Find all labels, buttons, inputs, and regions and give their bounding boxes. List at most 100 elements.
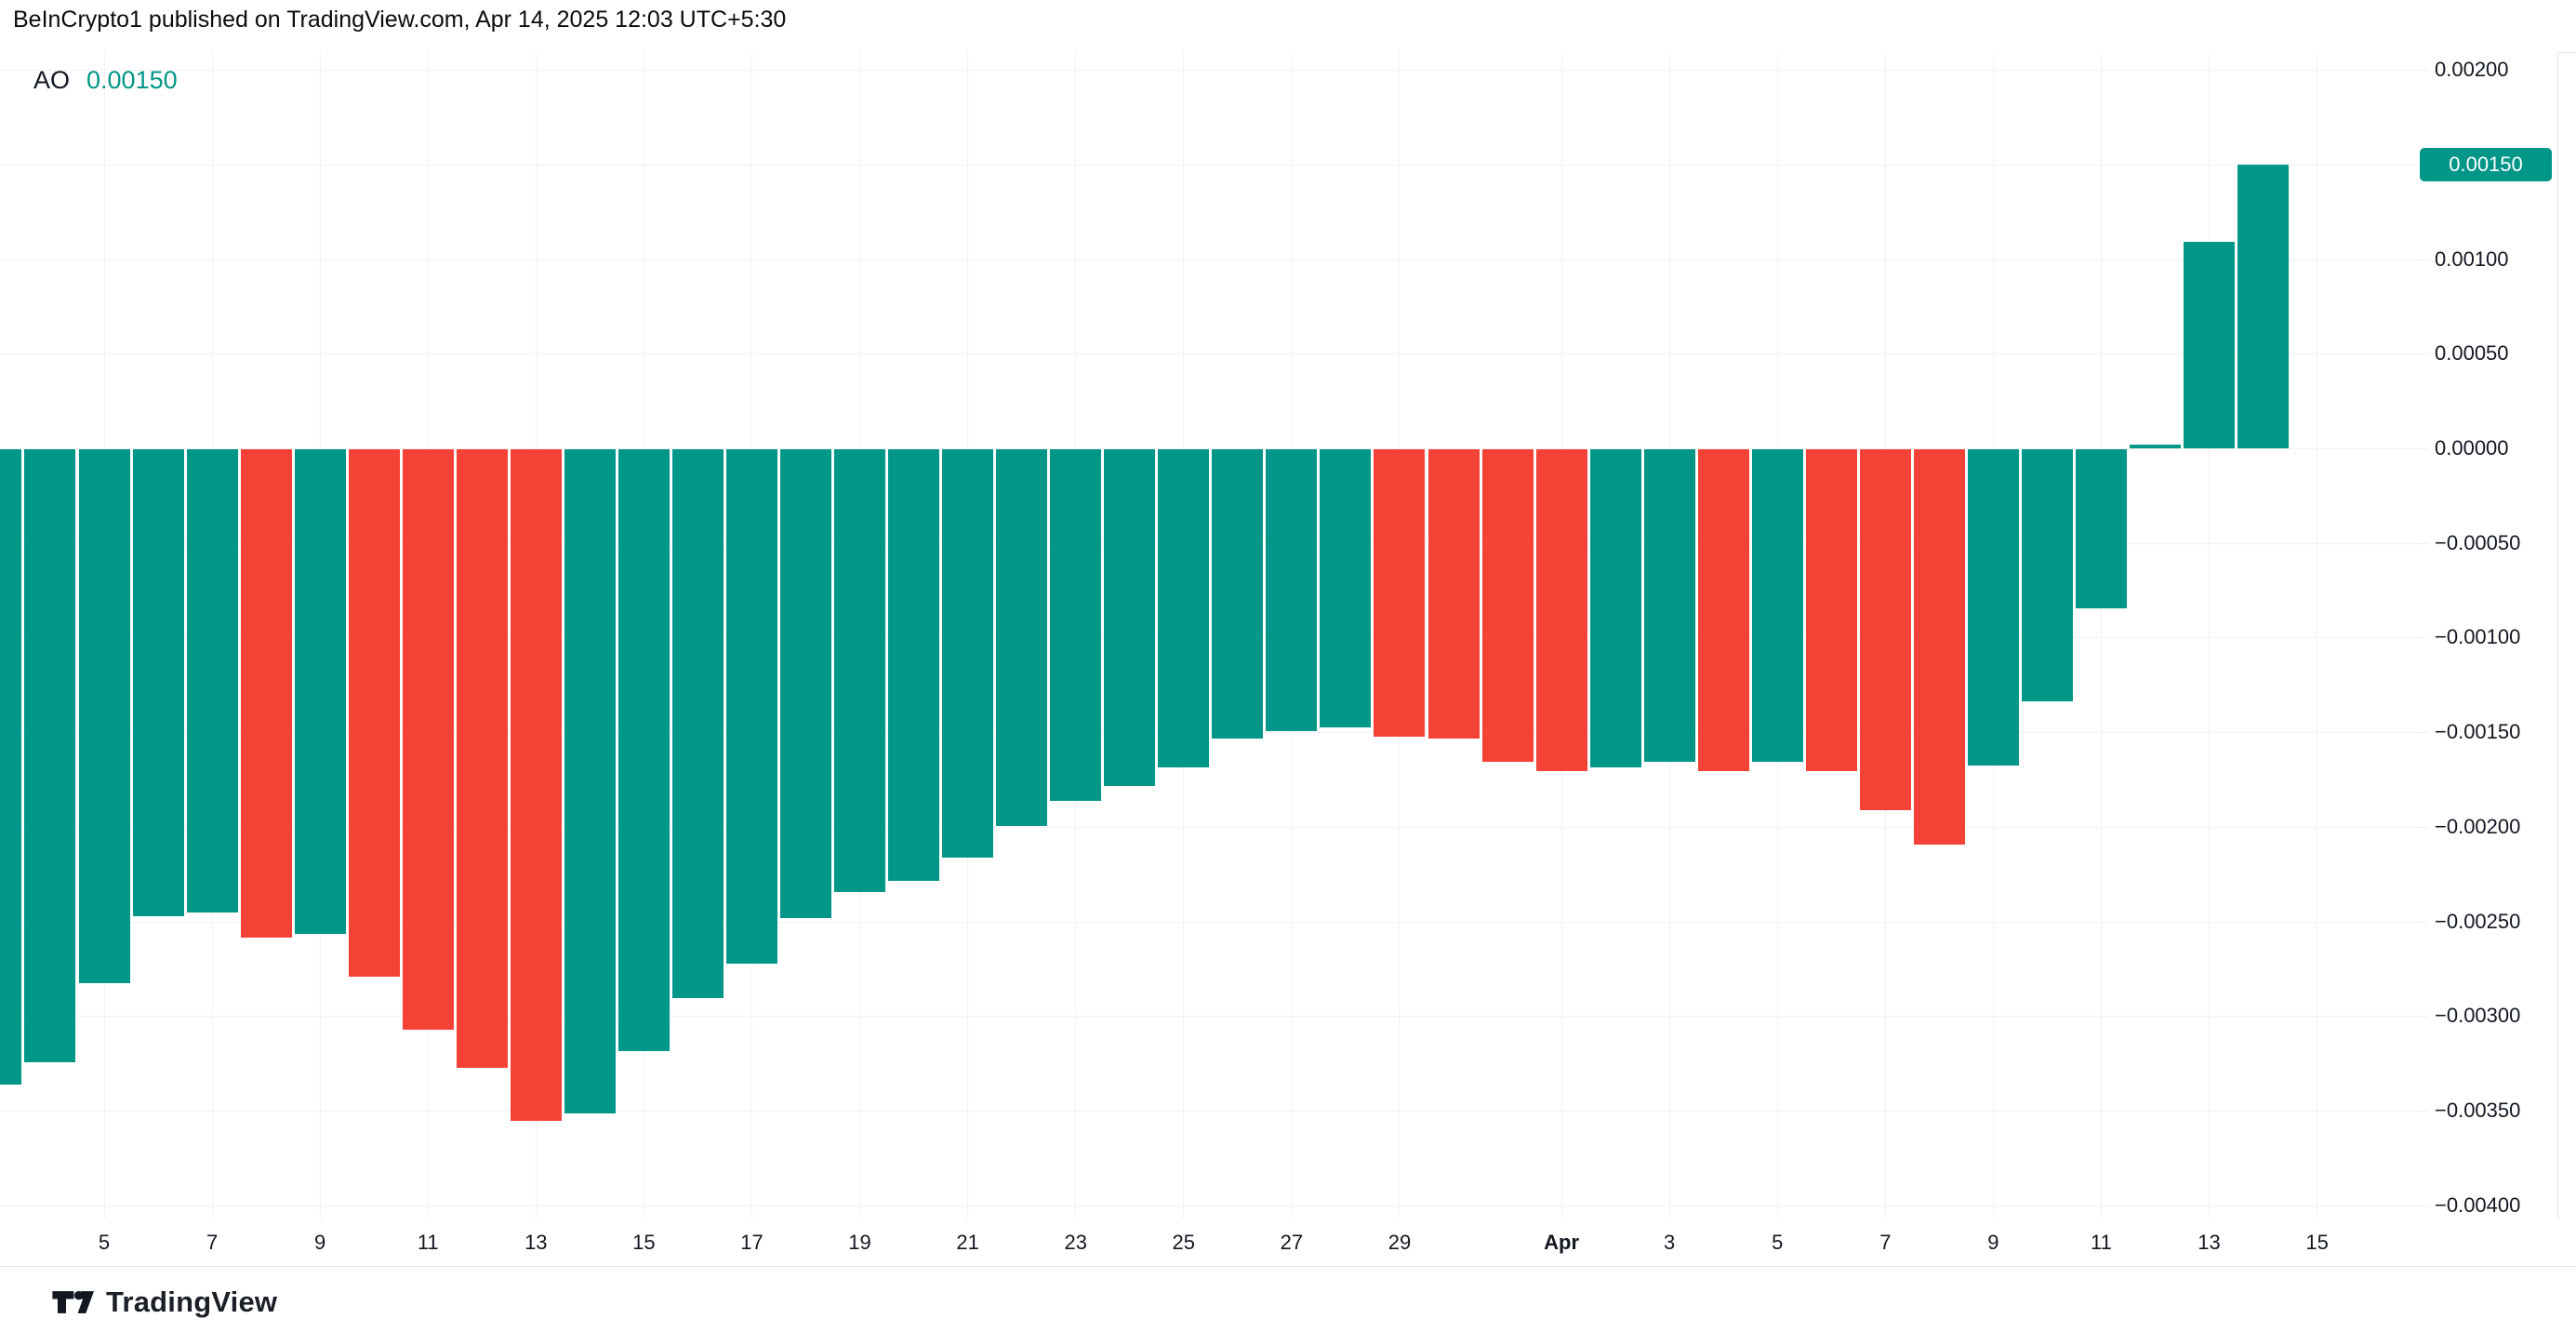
last-value-badge: 0.00150 — [2420, 147, 2552, 181]
ao-histogram-bar — [1212, 449, 1264, 739]
price-axis-label: −0.00200 — [2435, 814, 2521, 838]
time-axis[interactable]: 5 7 9 11 13 15 17 19 21 23 25 27 29 Apr 3 5 7 9 11 13 15 — [0, 1219, 2576, 1266]
time-axis-label: 11 — [417, 1231, 439, 1254]
ao-histogram-bar — [1859, 449, 1911, 811]
gridline-horizontal — [0, 826, 2418, 828]
ao-histogram-bar — [2184, 242, 2236, 448]
price-axis-tick — [2418, 1205, 2428, 1206]
time-axis-label: 11 — [2091, 1231, 2112, 1254]
gridline-horizontal — [0, 448, 2418, 449]
ao-histogram-bar — [132, 449, 184, 917]
price-axis-label: −0.00050 — [2435, 530, 2521, 554]
ao-histogram-plot-area[interactable] — [0, 52, 2418, 1219]
time-axis-label: 27 — [1280, 1231, 1304, 1254]
ao-histogram-bar — [1050, 449, 1102, 802]
price-axis-label: −0.00150 — [2435, 720, 2521, 744]
time-axis-label: 25 — [1172, 1231, 1196, 1254]
ao-histogram-bar — [348, 449, 400, 978]
ao-histogram-bar — [888, 449, 940, 881]
ao-histogram-bar — [186, 449, 238, 913]
price-axis-tick — [2418, 542, 2428, 544]
time-axis-label: 13 — [524, 1231, 548, 1254]
price-axis-tick — [2418, 1016, 2428, 1018]
time-axis-label: 15 — [632, 1231, 656, 1254]
ao-histogram-bar — [78, 449, 130, 983]
price-axis-label: −0.00250 — [2435, 909, 2521, 933]
gridline-horizontal — [0, 921, 2418, 923]
time-axis-label: 5 — [98, 1231, 111, 1254]
ao-histogram-bar — [2021, 449, 2073, 701]
price-axis[interactable]: 0.00200 0.00150 0.00100 0.00050 0.00000 −0.00… — [2418, 52, 2557, 1219]
ao-histogram-bar — [0, 449, 22, 1086]
ao-histogram-bar — [996, 449, 1048, 826]
price-axis-tick — [2418, 921, 2428, 923]
tradingview-logo-icon — [52, 1290, 94, 1313]
gridline-vertical — [2100, 52, 2102, 1219]
price-axis-label: 0.00100 — [2435, 246, 2509, 271]
attribution-text: BeInCrypto1 published on TradingView.com… — [13, 7, 787, 33]
attribution-header: BeInCrypto1 published on TradingView.com… — [0, 0, 2576, 52]
indicator-value: 0.00150 — [86, 65, 178, 94]
gridline-vertical — [2209, 52, 2211, 1219]
ao-histogram-bar — [1320, 449, 1372, 727]
time-axis-label: 21 — [956, 1231, 979, 1254]
ao-histogram-bar — [1266, 449, 1318, 732]
gridline-horizontal — [0, 70, 2418, 72]
ao-histogram-bar — [510, 449, 562, 1122]
time-axis-label: 15 — [2305, 1231, 2329, 1254]
price-axis-tick — [2418, 353, 2428, 355]
ao-histogram-bar — [564, 449, 616, 1113]
price-axis-label: 0.00200 — [2435, 58, 2509, 82]
price-axis-tick — [2418, 826, 2428, 828]
ao-histogram-bar — [456, 449, 508, 1069]
ao-histogram-bar — [834, 449, 886, 892]
ao-histogram-bar — [1589, 449, 1641, 767]
price-axis-tick — [2418, 70, 2428, 72]
time-axis-label: 13 — [2198, 1231, 2221, 1254]
indicator-legend[interactable]: AO 0.00150 — [33, 66, 178, 94]
time-axis-label: 5 — [1772, 1231, 1784, 1254]
ao-histogram-bar — [1427, 449, 1480, 739]
ao-histogram-bar — [2237, 164, 2290, 448]
time-axis-label: 23 — [1064, 1231, 1087, 1254]
ao-histogram-bar — [617, 449, 670, 1051]
tradingview-watermark: TradingView — [51, 1283, 277, 1322]
price-axis-tick — [2418, 448, 2428, 449]
gridline-horizontal — [0, 1110, 2418, 1112]
ao-histogram-bar — [294, 449, 346, 934]
ao-histogram-bar — [1697, 449, 1749, 771]
ao-histogram-bar — [1374, 449, 1426, 738]
time-axis-label: 17 — [740, 1231, 764, 1254]
time-axis-label: 9 — [1987, 1231, 1999, 1254]
time-axis-label: 7 — [1879, 1231, 1892, 1254]
time-axis-label: Apr — [1544, 1231, 1580, 1254]
time-axis-label: 3 — [1664, 1231, 1676, 1254]
price-axis-tick — [2418, 1110, 2428, 1112]
time-axis-label: 9 — [314, 1231, 326, 1254]
price-axis-label: −0.00100 — [2435, 625, 2521, 649]
ao-histogram-bar — [2130, 444, 2182, 448]
ao-histogram-bar — [240, 449, 292, 938]
gridline-horizontal — [0, 353, 2418, 355]
ao-histogram-bar — [1967, 449, 2019, 766]
chart-bottom-border — [0, 1266, 2576, 1267]
price-axis-label: −0.00400 — [2435, 1192, 2521, 1217]
time-axis-label: 29 — [1388, 1231, 1412, 1254]
ao-histogram-bar — [725, 449, 777, 965]
ao-histogram-bar — [402, 449, 454, 1031]
price-axis-label: −0.00300 — [2435, 1004, 2521, 1028]
price-axis-label: 0.00000 — [2435, 436, 2509, 460]
ao-histogram-bar — [1913, 449, 1965, 846]
price-axis-tick — [2418, 637, 2428, 639]
ao-histogram-bar — [24, 449, 76, 1063]
time-axis-label: 7 — [206, 1231, 219, 1254]
ao-histogram-bar — [2075, 449, 2127, 608]
gridline-horizontal — [0, 164, 2418, 166]
ao-histogram-bar — [780, 449, 832, 919]
tradingview-watermark-text: TradingView — [106, 1285, 278, 1318]
price-axis-label: −0.00350 — [2435, 1098, 2521, 1122]
ao-histogram-bar — [1643, 449, 1695, 762]
time-axis-label: 19 — [848, 1231, 871, 1254]
ao-histogram-bar — [1481, 449, 1534, 762]
